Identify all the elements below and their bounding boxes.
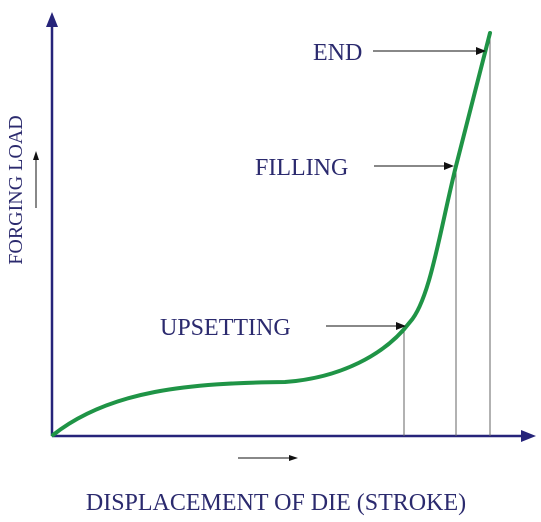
x-axis-label: DISPLACEMENT OF DIE (STROKE) xyxy=(86,490,466,516)
y-axis-label: FORGING LOAD xyxy=(5,115,27,264)
x-direction-arrowhead xyxy=(289,455,298,461)
y-direction-arrowhead xyxy=(33,151,39,160)
direction-arrows xyxy=(33,151,298,461)
forging-load-curve xyxy=(51,31,492,437)
filling-label: FILLING xyxy=(255,155,348,181)
stage-arrows xyxy=(326,47,486,330)
x-axis-arrowhead xyxy=(521,430,536,442)
stage-guide-lines xyxy=(403,38,491,436)
end-arrowhead xyxy=(476,47,486,55)
axes xyxy=(46,12,536,442)
filling-arrowhead xyxy=(444,162,454,170)
y-axis-arrowhead xyxy=(46,12,58,27)
upsetting-arrowhead xyxy=(396,322,406,330)
end-label: END xyxy=(313,40,362,66)
upsetting-label: UPSETTING xyxy=(160,315,291,341)
